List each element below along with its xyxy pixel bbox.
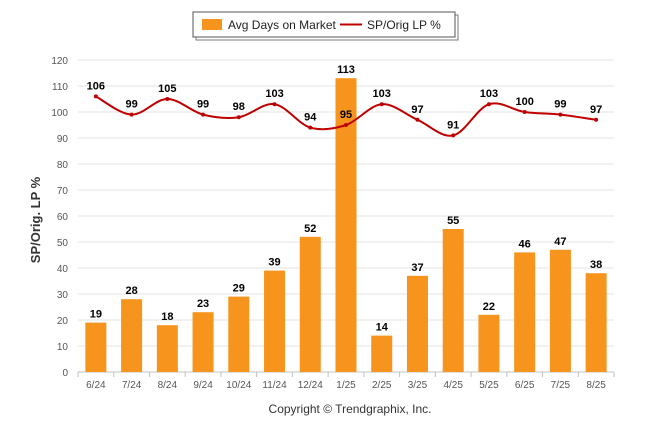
y-tick-label: 40 [57, 264, 69, 275]
line-value-label: 94 [304, 112, 317, 124]
line-point [129, 112, 134, 117]
bar-value-label: 113 [337, 64, 355, 76]
bar [121, 299, 143, 372]
line-value-label: 105 [158, 83, 176, 95]
bar-value-label: 23 [197, 298, 209, 310]
bar [192, 312, 214, 372]
x-tick-label: 10/24 [226, 380, 251, 391]
x-tick-label: 4/25 [443, 380, 463, 391]
line-value-label: 100 [515, 96, 533, 108]
line-point [201, 112, 206, 117]
line-point [415, 117, 420, 122]
bar [585, 273, 607, 372]
copyright-text: Copyright © Trendgraphix, Inc. [268, 402, 432, 416]
legend-box [192, 11, 456, 38]
data-labels: 19 28 18 23 29 39 52 113 14 37 55 22 46 47 38 106 99 105 9… [87, 64, 603, 333]
bar-value-label: 47 [554, 236, 566, 248]
bar-value-label: 19 [90, 309, 102, 321]
bar-value-label: 38 [590, 259, 602, 271]
legend-bar-swatch [202, 19, 222, 30]
line-value-label: 99 [197, 99, 209, 111]
x-tick-label: 7/25 [551, 380, 571, 391]
legend: Avg Days on Market SP/Orig LP % [192, 11, 459, 41]
line-value-label: 97 [411, 104, 423, 116]
y-tick-label: 10 [57, 342, 69, 353]
bar-value-label: 22 [483, 301, 495, 313]
bar [478, 314, 500, 372]
line-value-label: 99 [554, 99, 566, 111]
line-value-label: 95 [340, 109, 352, 121]
x-tick-label: 6/24 [86, 380, 106, 391]
y-tick-label: 60 [57, 212, 69, 223]
bar-value-label: 28 [125, 285, 137, 297]
legend-bar-label: Avg Days on Market [228, 18, 336, 32]
line-value-label: 103 [373, 88, 391, 100]
bar [514, 252, 536, 372]
line-point [522, 110, 527, 114]
bar-series [85, 78, 607, 372]
line-series [93, 94, 599, 138]
line-value-label: 99 [125, 99, 137, 111]
x-tick-label: 6/25 [515, 380, 535, 391]
x-tick-label: 12/24 [298, 380, 323, 391]
bar-value-label: 37 [411, 262, 423, 274]
x-tick-label: 3/25 [408, 380, 428, 391]
line-point [379, 102, 384, 107]
bar-value-label: 39 [268, 257, 280, 269]
bar-value-label: 46 [519, 238, 531, 250]
bar [156, 325, 178, 372]
y-tick-label: 100 [51, 108, 68, 119]
line-point [308, 125, 313, 130]
x-tick-label: 1/25 [336, 380, 356, 391]
y-tick-label: 50 [57, 238, 69, 249]
x-tick-label: 9/24 [193, 380, 213, 391]
bar [228, 296, 250, 372]
y-tick-label: 70 [57, 186, 69, 197]
y-tick-label: 20 [57, 316, 69, 327]
bar [549, 249, 571, 372]
line-point [594, 117, 599, 122]
x-tick-label: 8/24 [158, 380, 178, 391]
line-value-label: 103 [480, 88, 498, 100]
y-tick-label: 90 [57, 134, 69, 145]
bar [335, 78, 357, 372]
y-tick-label: 80 [57, 160, 69, 171]
bar-value-label: 52 [304, 223, 316, 235]
y-tick-label: 110 [52, 82, 68, 93]
x-tick-label: 7/24 [122, 380, 142, 391]
y-tick-label: 0 [62, 368, 68, 379]
bar [85, 322, 107, 372]
bar-value-label: 14 [376, 322, 389, 334]
line-point [165, 97, 170, 101]
line-point [236, 115, 241, 120]
bar [264, 270, 286, 372]
y-tick-label: 30 [57, 290, 69, 301]
bar-value-label: 55 [447, 215, 459, 227]
line-value-label: 106 [87, 80, 105, 92]
y-axis-title: SP/Orig. LP % [28, 176, 43, 263]
line-value-label: 91 [447, 119, 459, 131]
line-point [486, 102, 491, 107]
y-tick-label: 120 [51, 56, 68, 67]
bar [371, 335, 393, 372]
x-tick-label: 8/25 [586, 380, 606, 391]
x-tick-label: 5/25 [479, 380, 499, 391]
bar-value-label: 18 [161, 311, 173, 323]
line-value-label: 98 [233, 101, 245, 113]
x-tick-label: 11/24 [262, 380, 287, 391]
line-point [272, 102, 277, 107]
line-point [558, 112, 563, 117]
line-value-label: 103 [265, 88, 283, 100]
line-value-label: 97 [590, 104, 602, 116]
line-point [93, 94, 98, 99]
bar [406, 275, 428, 372]
legend-line-label: SP/Orig LP % [367, 18, 441, 32]
bar-value-label: 29 [233, 283, 245, 295]
bar [299, 236, 321, 372]
line-point [344, 123, 348, 127]
x-tick-label: 2/25 [372, 380, 392, 391]
line-point [451, 133, 456, 138]
bar [442, 229, 464, 372]
